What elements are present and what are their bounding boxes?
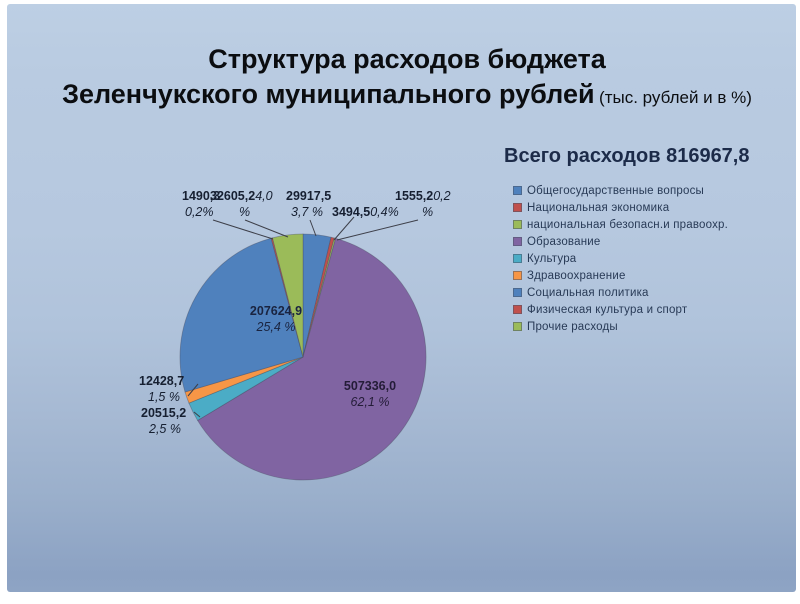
pie-label-obrazovanie: 507336,0 62,1 % <box>343 379 397 409</box>
slide-title-line2: Зеленчукского муниципального рублей <box>62 79 595 109</box>
legend-item-5: Здравоохранение <box>513 267 728 284</box>
legend-item-1: Национальная экономика <box>513 199 728 216</box>
label-leader-line-6 <box>193 411 201 418</box>
legend-item-0: Общегосударственные вопросы <box>513 182 728 199</box>
pie-slice-5 <box>184 356 304 404</box>
legend-item-8: Прочие расходы <box>513 318 728 335</box>
legend-label: Национальная экономика <box>527 201 670 214</box>
pie-label-prochie-rashody: 32605,24,0 % <box>210 189 273 219</box>
label-leader-line-3 <box>333 216 355 241</box>
legend-marker-icon <box>513 305 522 314</box>
pie-label-obshchegosudarstvennye: 29917,5 3,7 % <box>286 189 332 219</box>
label-leader-line-4 <box>336 219 419 241</box>
label-leader-line-2 <box>309 219 317 237</box>
label-leader-line-5 <box>187 383 199 397</box>
pie-slice-4 <box>188 356 304 421</box>
legend-label: Прочие расходы <box>527 320 618 333</box>
pie-slice-1 <box>302 236 335 358</box>
pie-label-fizicheskaya-kultura: 1490,3 0,2% <box>182 189 221 219</box>
pie-label-nacionalnaya-ekonomika: 3494,50,4% <box>332 205 399 219</box>
legend-label: Общегосударственные вопросы <box>527 184 704 197</box>
legend-marker-icon <box>513 237 522 246</box>
legend-item-4: Культура <box>513 250 728 267</box>
legend-label: Здравоохранение <box>527 269 626 282</box>
legend-marker-icon <box>513 288 522 297</box>
legend-marker-icon <box>513 322 522 331</box>
pie-slice-0 <box>302 233 332 358</box>
pie-slice-2 <box>302 237 337 358</box>
legend-label: Физическая культура и спорт <box>527 303 688 316</box>
pie-label-nacionalnaya-bezopasnost: 1555,20,2 % <box>395 189 451 219</box>
label-leader-line-1 <box>244 219 289 238</box>
legend-item-2: национальная безопасн.и правоохр. <box>513 216 728 233</box>
label-leader-line-0 <box>212 219 274 240</box>
pie-slice-8 <box>271 233 304 358</box>
legend-label: Образование <box>527 235 601 248</box>
legend-marker-icon <box>513 271 522 280</box>
pie-label-socialnaya-politika: 207624,9 25,4 % <box>249 304 303 334</box>
legend-marker-icon <box>513 186 522 195</box>
legend-item-7: Физическая культура и спорт <box>513 301 728 318</box>
pie-label-kultura: 20515,2 2,5 % <box>141 406 187 436</box>
slide-title: Структура расходов бюджета Зеленчукского… <box>27 42 787 116</box>
legend-item-6: Социальная политика <box>513 284 728 301</box>
chart-title: Всего расходов 816967,8 <box>504 145 750 167</box>
pie-slice-7 <box>270 237 304 358</box>
chart-legend: Общегосударственные вопросы Национальная … <box>513 182 728 335</box>
pie-slice-3 <box>197 237 427 481</box>
legend-item-3: Образование <box>513 233 728 250</box>
legend-marker-icon <box>513 220 522 229</box>
pie-label-zdravookhranenie: 12428,7 1,5 % <box>139 374 185 404</box>
legend-label: национальная безопасн.и правоохр. <box>527 218 729 231</box>
slide-background: Структура расходов бюджета Зеленчукского… <box>7 4 796 592</box>
legend-marker-icon <box>513 254 522 263</box>
slide-title-note: (тыс. рублей и в %) <box>599 88 752 107</box>
legend-label: Социальная политика <box>527 286 649 299</box>
slide-title-line1: Структура расходов бюджета <box>208 44 606 74</box>
legend-marker-icon <box>513 203 522 212</box>
legend-label: Культура <box>527 252 577 265</box>
